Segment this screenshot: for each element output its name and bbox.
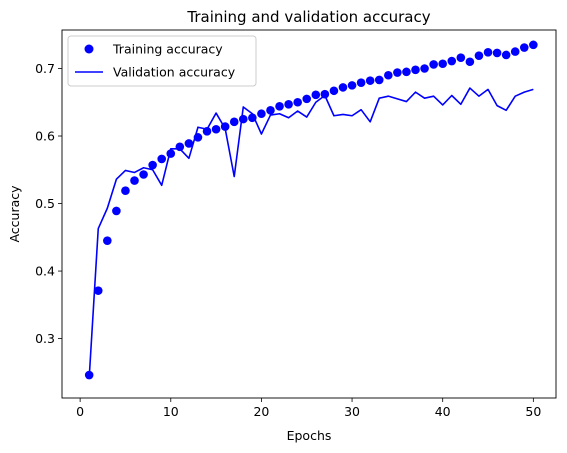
training-accuracy-point: [275, 102, 284, 111]
validation-accuracy-series: [88, 87, 534, 378]
plot-area-frame: [61, 29, 557, 399]
validation-accuracy-line: [88, 87, 534, 378]
training-accuracy-point: [112, 206, 121, 216]
y-tick-label: 0.4: [35, 264, 55, 279]
training-accuracy-point: [193, 133, 203, 142]
training-accuracy-point: [202, 126, 212, 136]
legend-label-training: Training accuracy: [112, 42, 223, 57]
training-accuracy-point: [465, 57, 475, 67]
training-accuracy-point: [84, 370, 94, 380]
training-accuracy-point: [356, 78, 366, 87]
x-tick-label: 40: [435, 404, 451, 419]
training-accuracy-point: [130, 176, 139, 185]
training-accuracy-point: [175, 142, 185, 152]
training-accuracy-point: [103, 236, 112, 245]
training-accuracy-point: [402, 67, 411, 77]
training-accuracy-point: [365, 76, 375, 85]
y-axis-label: Accuracy: [7, 185, 22, 243]
training-accuracy-point: [329, 86, 339, 96]
y-tick-label: 0.7: [35, 61, 55, 76]
training-accuracy-point: [220, 122, 230, 131]
training-accuracy-point: [384, 70, 393, 80]
training-accuracy-point: [238, 114, 248, 124]
training-accuracy-point: [284, 99, 293, 109]
training-accuracy-point: [483, 47, 493, 57]
training-accuracy-point: [121, 186, 130, 195]
training-accuracy-point: [166, 149, 176, 158]
training-accuracy-point: [211, 124, 221, 134]
training-accuracy-point: [184, 139, 194, 148]
training-accuracy-point: [157, 154, 167, 164]
training-accuracy-point: [519, 43, 529, 52]
y-tick-label: 0.5: [35, 196, 55, 211]
training-accuracy-point: [293, 97, 302, 107]
y-tick-label: 0.3: [35, 331, 55, 346]
legend-frame: [67, 35, 257, 87]
x-tick-label: 0: [76, 404, 84, 419]
x-tick-label: 10: [163, 404, 179, 419]
training-accuracy-point: [266, 106, 275, 115]
training-accuracy-point: [320, 89, 330, 99]
y-axis-ticks: 0.3 0.4 0.5 0.6 0.7: [35, 61, 62, 346]
x-tick-label: 50: [525, 404, 541, 419]
legend-marker-training: [84, 44, 94, 54]
x-tick-label: 30: [344, 404, 360, 419]
training-accuracy-point: [338, 83, 348, 92]
x-axis-label: Epochs: [287, 428, 332, 443]
training-accuracy-point: [447, 56, 457, 66]
x-axis-ticks: 0 10 20 30 40 50: [76, 398, 541, 419]
training-accuracy-series: [84, 40, 538, 380]
training-accuracy-point: [411, 65, 420, 75]
legend: Training accuracy Validation accuracy: [67, 35, 257, 87]
training-accuracy-point: [474, 51, 484, 60]
chart-title: Training and validation accuracy: [186, 8, 430, 26]
training-accuracy-point: [248, 113, 257, 123]
training-accuracy-point: [393, 68, 402, 77]
x-tick-label: 20: [253, 404, 269, 419]
training-accuracy-point: [529, 40, 538, 50]
training-accuracy-point: [229, 117, 239, 127]
training-accuracy-point: [456, 53, 466, 62]
y-tick-label: 0.6: [35, 129, 55, 144]
training-accuracy-point: [492, 48, 502, 58]
training-accuracy-point: [374, 75, 384, 85]
training-accuracy-point: [510, 47, 520, 56]
legend-label-validation: Validation accuracy: [113, 65, 236, 80]
training-accuracy-point: [347, 81, 357, 90]
training-accuracy-point: [148, 160, 157, 170]
training-accuracy-point: [302, 94, 312, 104]
training-accuracy-point: [429, 60, 438, 69]
training-accuracy-point: [311, 90, 321, 100]
training-accuracy-point: [438, 59, 448, 69]
training-accuracy-point: [257, 109, 266, 119]
training-accuracy-point: [139, 170, 148, 179]
training-accuracy-point: [420, 64, 429, 73]
training-accuracy-point: [501, 50, 511, 60]
training-accuracy-point: [93, 286, 103, 295]
